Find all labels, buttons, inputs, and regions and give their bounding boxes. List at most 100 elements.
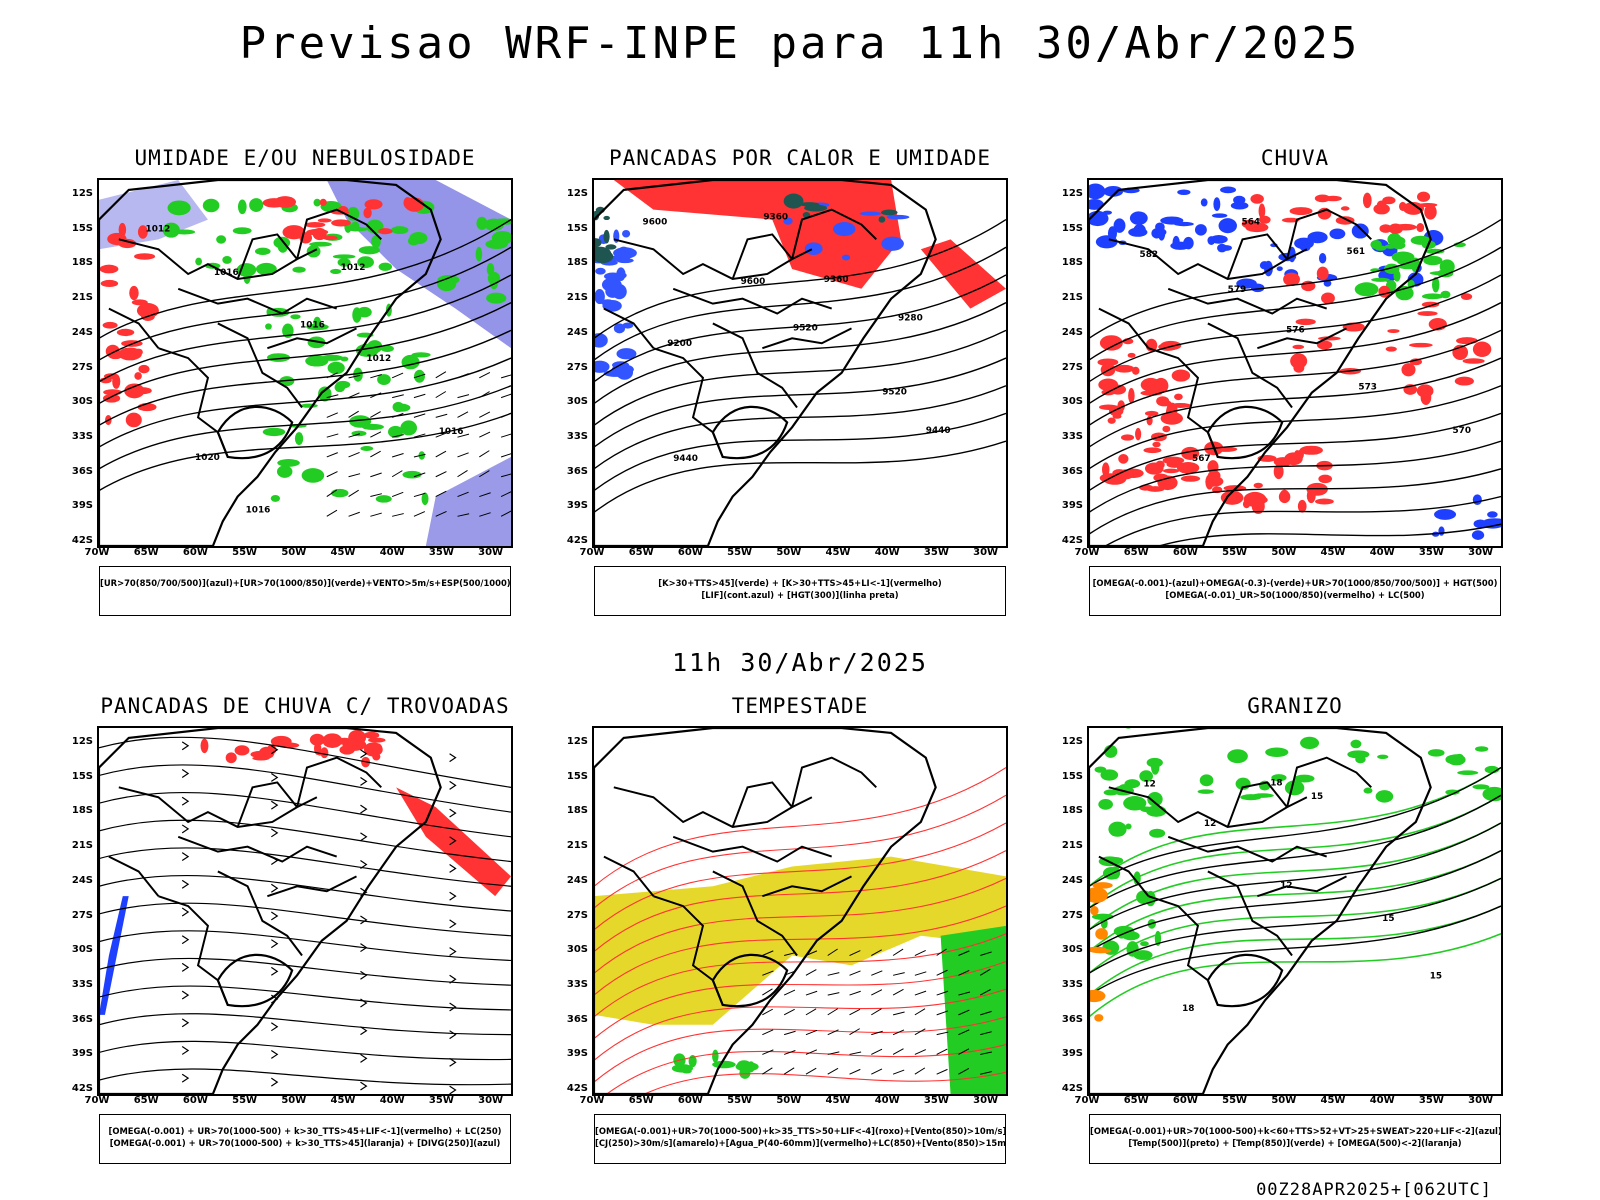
country-border	[603, 855, 655, 897]
flow-arrow	[449, 947, 457, 957]
omega-area	[1351, 223, 1369, 239]
legend-line: [CJ(250)>30m/s](amarelo)+[Agua_P(40-60mm…	[595, 1138, 1006, 1148]
lifted-index-contour	[594, 333, 608, 348]
instability-area-dark	[802, 211, 811, 218]
country-border	[613, 786, 813, 828]
latitude-tick-label: 15S	[566, 770, 588, 782]
longitude-tick-label: 45W	[825, 547, 851, 558]
rain-area	[1253, 482, 1263, 489]
moisture-contour	[313, 316, 322, 329]
rain-area	[1416, 223, 1425, 233]
moisture-contour	[167, 200, 191, 216]
latitude-tick-label: 36S	[566, 465, 588, 477]
wind-vector	[979, 968, 991, 976]
contour-label: 15	[1382, 914, 1394, 924]
country-border	[762, 327, 852, 350]
height-contour	[1089, 440, 1501, 513]
longitude-tick-label: 40W	[874, 547, 900, 558]
latitude-tick-label: 15S	[1061, 222, 1083, 234]
wind-vector	[348, 489, 359, 497]
country-border	[1108, 786, 1308, 828]
height-contour	[594, 412, 1006, 492]
temp850-contour	[1133, 950, 1153, 960]
wind-vector	[980, 1071, 992, 1075]
lifted-index-contour	[602, 299, 622, 312]
latitude-tick-label: 42S	[566, 535, 588, 546]
rain-area	[1135, 427, 1142, 441]
divergence-area	[99, 896, 129, 1015]
thickness-label	[274, 196, 296, 208]
rain-area	[1318, 474, 1333, 484]
streamline	[99, 764, 511, 813]
latitude-tick-label: 27S	[566, 361, 588, 373]
latitude-tick-label: 33S	[1061, 430, 1083, 442]
longitude-tick-label: 70W	[579, 1095, 605, 1106]
flow-arrow	[449, 808, 457, 818]
legend-line: [OMEGA(-0.01)_UR>50(1000/850)(vermelho) …	[1165, 590, 1425, 600]
strong-omega-area	[1436, 269, 1454, 278]
moisture-contour	[330, 268, 342, 274]
rain-area	[1258, 203, 1266, 219]
thunderstorm-area	[225, 752, 237, 764]
thickness-label	[102, 321, 118, 329]
temp850-contour	[1377, 754, 1389, 759]
thickness-label	[134, 348, 143, 356]
omega-area	[1200, 198, 1208, 207]
moisture-contour	[357, 256, 374, 269]
omega-area	[1218, 218, 1237, 234]
wind-vector	[958, 969, 970, 976]
country-border	[1167, 835, 1328, 863]
wind-vector	[479, 450, 490, 458]
strong-omega-area	[1374, 245, 1387, 251]
moisture-contour	[292, 266, 306, 273]
moisture-contour	[195, 257, 202, 266]
temp850-contour	[1199, 774, 1214, 787]
rain-area	[1273, 464, 1284, 480]
strong-omega-area	[1425, 248, 1445, 254]
longitude-tick-label: 35W	[428, 1095, 454, 1106]
wind-vector	[936, 1010, 949, 1016]
lifted-index-contour	[833, 222, 856, 237]
rain-area	[1101, 383, 1113, 390]
streamline	[99, 736, 511, 788]
wind-vector	[326, 372, 338, 379]
latitude-tick-label: 21S	[1061, 840, 1083, 852]
omega-area	[1318, 253, 1327, 264]
flow-arrow	[449, 919, 457, 929]
wind-contour	[606, 1044, 1006, 1094]
wind-vector	[762, 970, 774, 976]
legend-line: [LIF](cont.azul) + [HGT(300)](linha pret…	[701, 590, 899, 600]
thickness-label	[107, 232, 127, 246]
latitude-tick-label: 42S	[1061, 1083, 1083, 1094]
contour-label: 570	[1452, 426, 1471, 436]
wind-vector	[457, 411, 469, 418]
rain-area	[1220, 490, 1244, 505]
strong-wind-area	[712, 1049, 719, 1063]
flow-arrow	[360, 860, 368, 869]
wind-vector	[958, 1009, 970, 1016]
panel-title: TEMPESTADE	[731, 694, 869, 718]
uruguay-outline	[216, 953, 294, 1008]
temp850-contour	[1140, 941, 1149, 947]
strong-omega-area	[1371, 277, 1390, 282]
rain-area	[1258, 215, 1271, 224]
latitude-tick-label: 21S	[71, 840, 93, 852]
streamline	[99, 1013, 511, 1036]
moisture-contour	[162, 222, 180, 238]
contour-label: 12	[1143, 779, 1155, 789]
omega-area	[1213, 197, 1221, 212]
omega-area	[1129, 211, 1148, 226]
wind-vector	[457, 373, 469, 379]
rain-area	[1472, 341, 1492, 357]
wind-contour	[594, 794, 1006, 909]
flow-arrow	[360, 970, 368, 980]
longitude-tick-label: 55W	[1222, 547, 1248, 558]
rain-area	[1181, 446, 1200, 460]
height-contour	[1089, 302, 1501, 405]
instability-area-dark	[603, 215, 610, 221]
wind-vector	[849, 1028, 860, 1036]
country-border	[236, 233, 298, 280]
omega-area	[1487, 511, 1498, 518]
rain-area	[1144, 410, 1159, 417]
wind-contour	[594, 933, 1006, 1018]
